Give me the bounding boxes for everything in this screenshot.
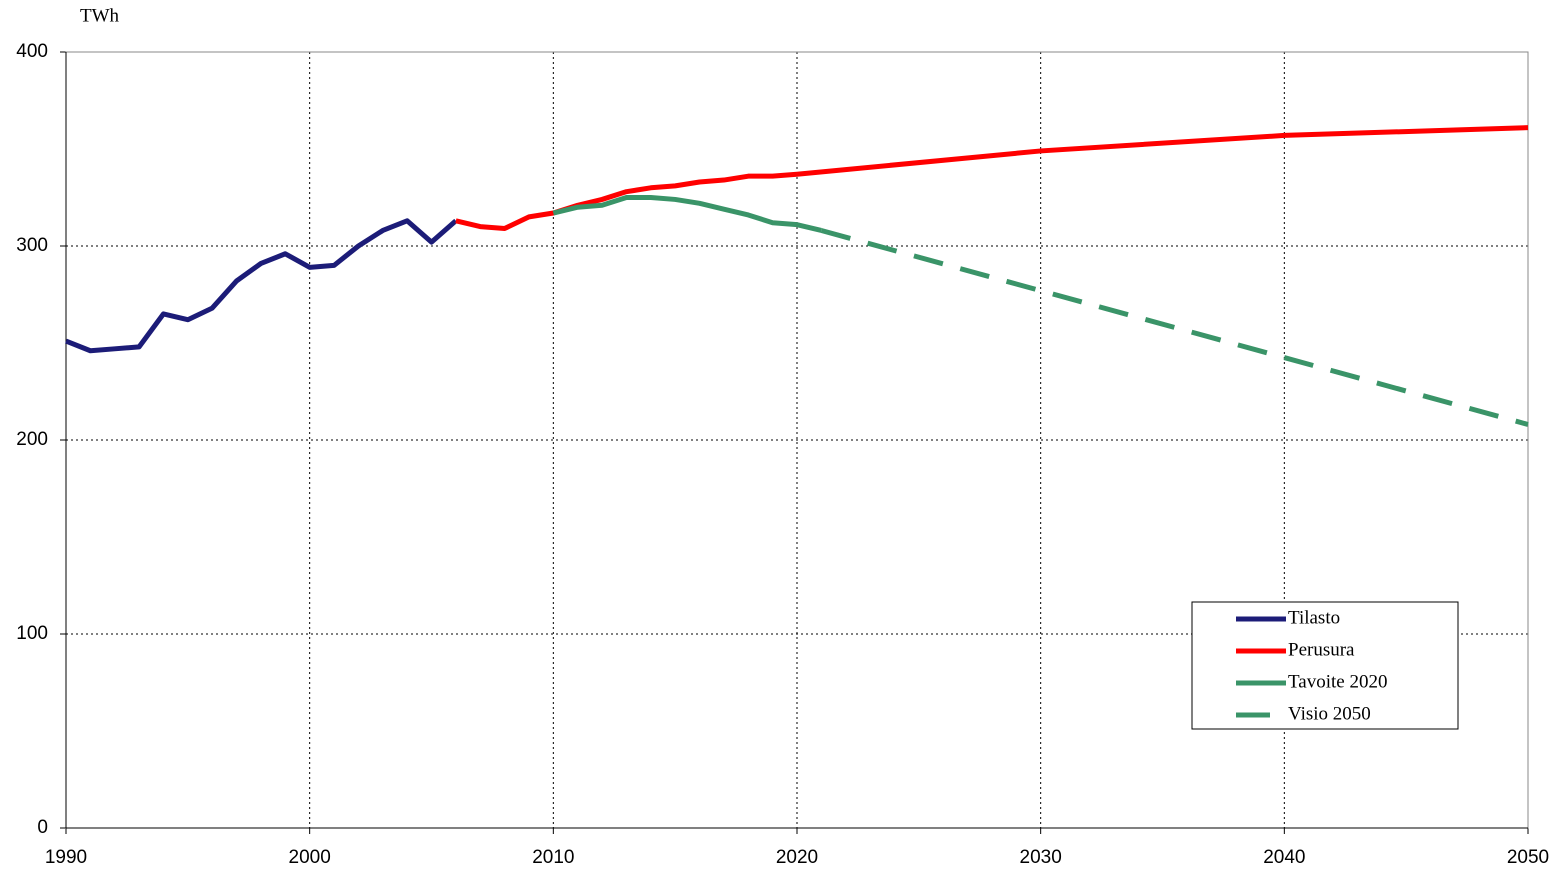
y-tick-label: 200 [16, 429, 48, 450]
series-line [455, 125, 1529, 232]
x-tick-label: 2000 [289, 847, 331, 868]
y-tick-label: 400 [16, 41, 48, 62]
legend-label: Perusura [1288, 639, 1355, 660]
series-line [820, 228, 1529, 427]
y-tick-label: 0 [37, 817, 48, 838]
x-tick-label: 2050 [1507, 847, 1549, 868]
series-line [552, 195, 822, 233]
legend-label: Tilasto [1288, 607, 1340, 628]
x-tick-label: 2040 [1263, 847, 1305, 868]
legend-label: Visio 2050 [1288, 703, 1371, 724]
x-tick-label: 2020 [776, 847, 818, 868]
x-tick-label: 1990 [45, 847, 87, 868]
series-line [65, 218, 458, 354]
y-tick-label: 100 [16, 623, 48, 644]
legend-box [1191, 601, 1459, 730]
y-axis-label: TWh [80, 5, 120, 26]
x-tick-label: 2010 [532, 847, 574, 868]
y-tick-label: 300 [16, 235, 48, 256]
legend-label: Tavoite 2020 [1288, 671, 1387, 692]
x-tick-label: 2030 [1020, 847, 1062, 868]
